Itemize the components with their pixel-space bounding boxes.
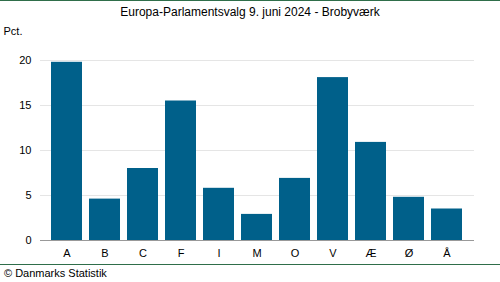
- svg-text:I: I: [217, 247, 220, 259]
- svg-text:A: A: [63, 247, 71, 259]
- svg-text:M: M: [252, 247, 261, 259]
- html-text:© Danmarks Statistik: © Danmarks Statistik: [4, 267, 107, 279]
- svg-text:C: C: [139, 247, 147, 259]
- svg-text:B: B: [101, 247, 108, 259]
- svg-text:10: 10: [19, 144, 31, 156]
- svg-text:O: O: [291, 247, 300, 259]
- svg-text:Ø: Ø: [405, 247, 414, 259]
- svg-text:5: 5: [25, 189, 31, 201]
- svg-text:0: 0: [25, 234, 31, 246]
- svg-text:20: 20: [19, 54, 31, 66]
- svg-text:Æ: Æ: [366, 247, 377, 259]
- html-text:Europa-Parlamentsvalg 9. juni: Europa-Parlamentsvalg 9. juni 2024 - Bro…: [120, 5, 380, 19]
- svg-text:15: 15: [19, 99, 31, 111]
- svg-text:Å: Å: [443, 247, 451, 259]
- svg-text:V: V: [329, 247, 337, 259]
- svg-text:F: F: [178, 247, 185, 259]
- svg-text:Pct.: Pct.: [4, 25, 23, 37]
